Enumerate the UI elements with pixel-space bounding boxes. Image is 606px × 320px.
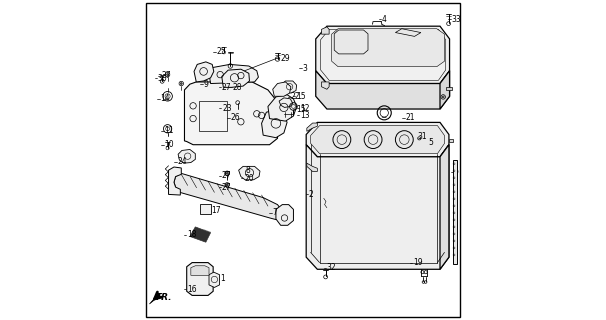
Polygon shape xyxy=(239,166,260,180)
Polygon shape xyxy=(440,71,450,109)
Text: 18: 18 xyxy=(187,230,196,239)
Text: 10: 10 xyxy=(164,140,174,149)
Text: 17: 17 xyxy=(211,206,221,215)
Text: 22: 22 xyxy=(291,92,301,101)
Polygon shape xyxy=(209,272,219,287)
Text: 15: 15 xyxy=(296,105,305,114)
Text: 1: 1 xyxy=(220,274,225,283)
Polygon shape xyxy=(191,266,209,275)
Polygon shape xyxy=(273,82,291,96)
Circle shape xyxy=(226,172,228,174)
Text: 31: 31 xyxy=(417,132,427,140)
Text: 27: 27 xyxy=(222,183,231,192)
Polygon shape xyxy=(311,125,444,154)
Text: 30: 30 xyxy=(158,74,167,83)
Polygon shape xyxy=(262,110,287,138)
Polygon shape xyxy=(306,145,449,269)
Text: 24: 24 xyxy=(178,157,187,166)
Polygon shape xyxy=(321,27,329,34)
Text: 21: 21 xyxy=(405,114,415,123)
Polygon shape xyxy=(331,29,444,67)
Text: 26: 26 xyxy=(230,114,240,123)
Polygon shape xyxy=(279,98,293,108)
Polygon shape xyxy=(201,204,211,214)
Polygon shape xyxy=(306,123,449,157)
Polygon shape xyxy=(194,62,214,82)
Text: 33: 33 xyxy=(451,15,461,24)
Polygon shape xyxy=(281,81,296,93)
Circle shape xyxy=(167,74,168,76)
Text: 3: 3 xyxy=(302,64,307,73)
Text: 23: 23 xyxy=(222,104,231,113)
Polygon shape xyxy=(316,71,450,109)
Polygon shape xyxy=(187,263,213,295)
Polygon shape xyxy=(268,95,296,121)
Text: 7: 7 xyxy=(273,208,278,217)
Polygon shape xyxy=(178,149,195,163)
Polygon shape xyxy=(276,204,293,225)
Text: 11: 11 xyxy=(164,126,174,135)
Polygon shape xyxy=(321,82,329,89)
Polygon shape xyxy=(190,227,211,242)
Text: 16: 16 xyxy=(188,284,198,293)
Polygon shape xyxy=(174,173,282,220)
Text: 25: 25 xyxy=(216,47,226,56)
Text: 14: 14 xyxy=(160,94,170,103)
Circle shape xyxy=(181,83,182,84)
Text: 12: 12 xyxy=(300,104,309,113)
Polygon shape xyxy=(184,82,278,145)
Text: 5: 5 xyxy=(428,138,433,147)
Polygon shape xyxy=(447,87,452,90)
Circle shape xyxy=(442,96,444,98)
Polygon shape xyxy=(307,123,318,131)
Polygon shape xyxy=(209,64,258,84)
Circle shape xyxy=(226,184,228,186)
Text: 4: 4 xyxy=(382,15,387,24)
Polygon shape xyxy=(168,167,181,195)
Text: 6: 6 xyxy=(454,167,459,176)
Text: FR.: FR. xyxy=(156,293,172,302)
Text: 27: 27 xyxy=(222,172,231,180)
Polygon shape xyxy=(222,69,250,87)
Text: 29: 29 xyxy=(280,53,290,62)
Text: 8: 8 xyxy=(245,166,250,175)
Polygon shape xyxy=(150,295,157,304)
Text: 27: 27 xyxy=(162,71,171,80)
Polygon shape xyxy=(440,145,449,269)
Polygon shape xyxy=(449,139,453,142)
Polygon shape xyxy=(453,160,457,264)
Text: 9: 9 xyxy=(204,80,208,89)
Text: 2: 2 xyxy=(308,190,313,199)
Text: 32: 32 xyxy=(327,263,336,272)
Text: 28: 28 xyxy=(232,83,242,92)
Text: 19: 19 xyxy=(413,258,422,267)
Text: 15: 15 xyxy=(296,92,305,101)
Text: 27: 27 xyxy=(222,83,231,92)
Polygon shape xyxy=(316,26,450,84)
Polygon shape xyxy=(307,163,318,172)
Text: 20: 20 xyxy=(244,174,254,183)
Text: 13: 13 xyxy=(300,111,310,120)
